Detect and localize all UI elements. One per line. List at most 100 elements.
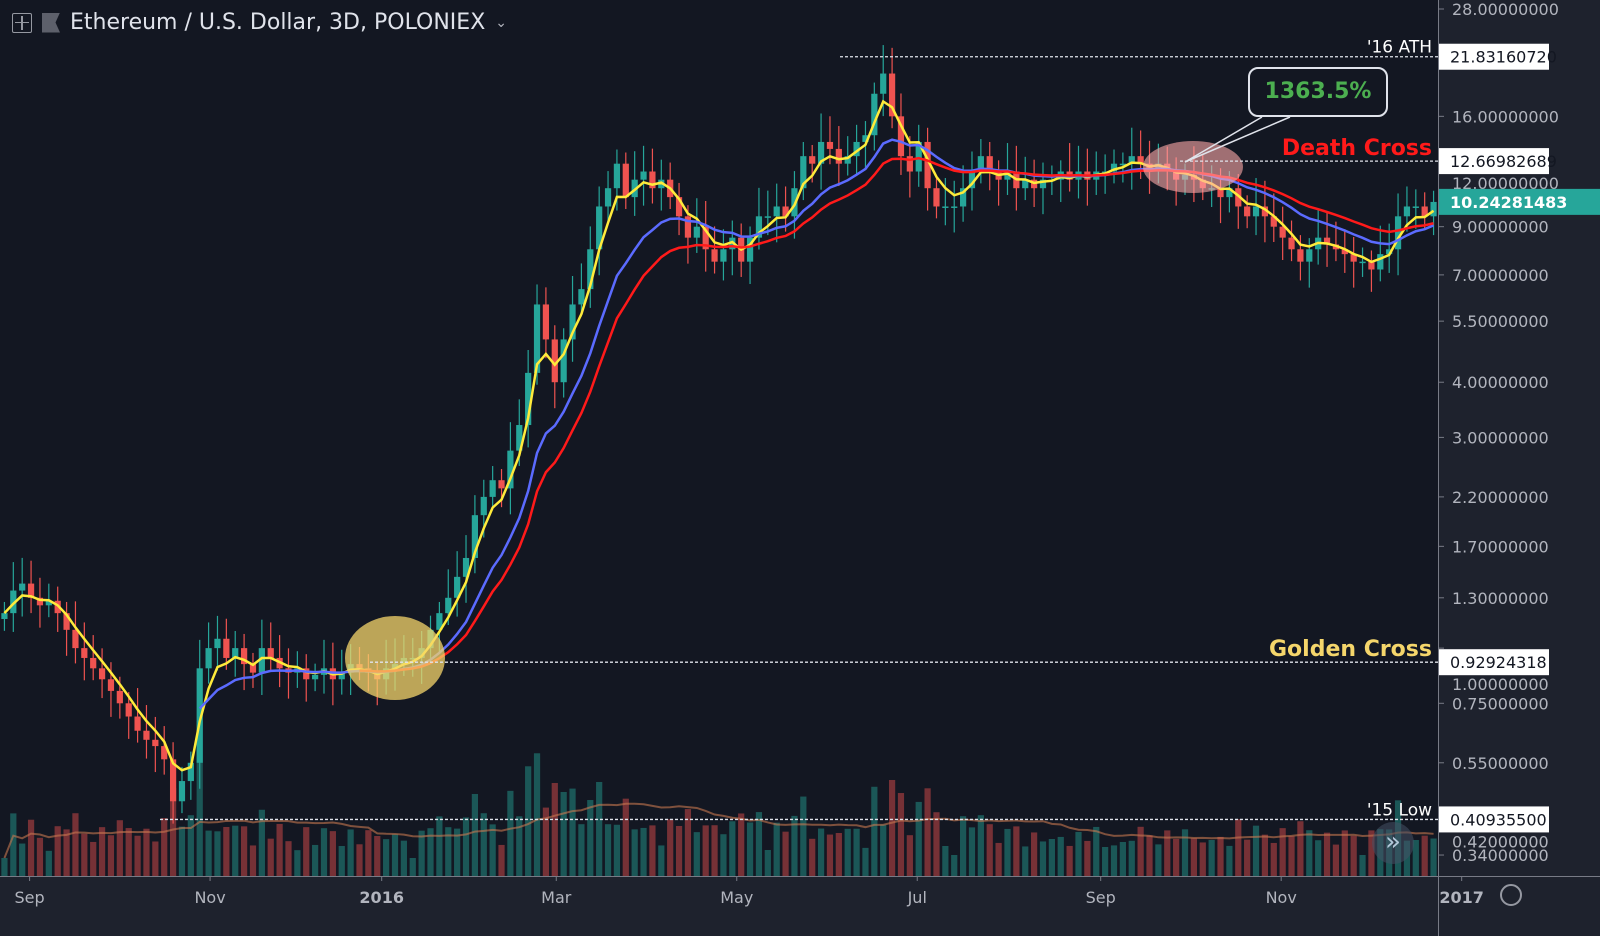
volume-bar xyxy=(347,829,354,876)
candle xyxy=(125,692,132,739)
candle xyxy=(764,190,771,236)
candle xyxy=(729,220,736,276)
level-annotation: '16 ATH xyxy=(1367,38,1432,58)
candle-body xyxy=(223,638,230,658)
volume-bar xyxy=(1217,836,1224,876)
volume-bar xyxy=(462,817,470,876)
candle xyxy=(1057,160,1064,203)
volume-bar xyxy=(951,855,958,876)
volume-bar xyxy=(729,821,736,876)
volume-bar xyxy=(631,829,638,876)
scroll-to-realtime-button[interactable]: » xyxy=(1372,822,1414,864)
candle-body xyxy=(90,657,97,669)
candle-body xyxy=(853,141,860,157)
volume-bar xyxy=(1359,855,1366,876)
volume-bar xyxy=(871,786,878,876)
volume-bar xyxy=(1226,845,1233,876)
candle xyxy=(1377,225,1384,282)
candle-body xyxy=(862,135,869,142)
volume-bar xyxy=(738,813,745,876)
volume-bar xyxy=(986,824,993,876)
candle-body xyxy=(1359,261,1366,264)
time-axis xyxy=(0,876,1600,936)
x-tick-label: 2017 xyxy=(1439,888,1484,907)
candle-body xyxy=(161,746,168,760)
volume-bar xyxy=(10,813,17,876)
ma-fast-line xyxy=(3,99,1435,772)
volume-bar xyxy=(1297,821,1304,876)
candle xyxy=(240,633,248,691)
candle-body xyxy=(924,141,931,189)
candle xyxy=(631,151,638,216)
candle-body xyxy=(835,148,842,164)
volume-bar xyxy=(977,815,984,876)
candle xyxy=(1323,211,1331,267)
volume-bar xyxy=(675,825,683,876)
candle xyxy=(72,601,79,664)
candle xyxy=(312,663,319,692)
level-annotation: Death Cross xyxy=(1282,136,1432,161)
candle-body xyxy=(755,216,763,238)
candle xyxy=(81,622,88,681)
volume-bar xyxy=(764,850,771,876)
candle xyxy=(844,136,851,176)
candle-body xyxy=(187,762,194,782)
volume-bar xyxy=(427,828,434,876)
candle-body xyxy=(1261,206,1269,217)
candle xyxy=(1430,190,1437,236)
volume-bar xyxy=(853,828,860,876)
price-label-value: 0.40935500 xyxy=(1450,810,1547,829)
add-symbol-icon[interactable] xyxy=(12,12,32,33)
candle xyxy=(161,726,168,775)
chevron-down-icon[interactable]: ⌄ xyxy=(495,14,508,31)
volume-bar xyxy=(1066,845,1073,876)
volume-bar xyxy=(720,834,727,876)
volume-bar xyxy=(436,816,443,876)
volume-bar xyxy=(1350,835,1357,876)
flag-icon[interactable] xyxy=(42,12,60,33)
volume-bar xyxy=(249,845,257,876)
volume-bar xyxy=(90,841,97,876)
volume-bar xyxy=(187,815,194,876)
candle-body xyxy=(640,171,647,180)
candle-body xyxy=(338,672,345,680)
candle-body xyxy=(525,372,532,426)
volume-bar xyxy=(1155,844,1162,876)
candle-body xyxy=(1022,179,1029,189)
candle-body xyxy=(897,116,905,157)
golden-cross-highlight xyxy=(345,616,445,700)
symbol-title[interactable]: Ethereum / U.S. Dollar, 3D, POLONIEX xyxy=(70,10,486,35)
candle-body xyxy=(1350,254,1357,262)
candle-body xyxy=(1421,206,1428,217)
candle xyxy=(10,562,17,632)
candle-body xyxy=(267,648,274,658)
candle-body xyxy=(1128,156,1135,164)
candle xyxy=(720,229,727,281)
candle-body xyxy=(36,597,44,606)
candle-body xyxy=(560,339,567,383)
candle xyxy=(169,742,177,824)
candle-body xyxy=(959,188,967,207)
candle xyxy=(232,631,239,677)
candle xyxy=(569,275,576,362)
candle-body xyxy=(1004,171,1011,180)
candle xyxy=(1004,143,1011,195)
candle xyxy=(542,287,550,359)
volume-bar xyxy=(844,828,851,876)
volume-bar xyxy=(1013,826,1020,876)
candle-body xyxy=(1039,179,1047,189)
volume-bar xyxy=(445,827,452,876)
volume-bar xyxy=(658,845,665,876)
candle-body xyxy=(942,206,949,208)
volume-bar xyxy=(551,782,558,876)
death-cross-highlight xyxy=(1143,141,1243,193)
candle-body xyxy=(462,557,470,577)
candle xyxy=(986,141,993,191)
candle-body xyxy=(178,781,186,802)
volume-bar xyxy=(1119,842,1126,876)
candle-body xyxy=(116,690,123,704)
candle-body xyxy=(880,73,887,94)
candle-body xyxy=(107,679,115,691)
settings-gear-icon[interactable] xyxy=(1500,884,1522,906)
